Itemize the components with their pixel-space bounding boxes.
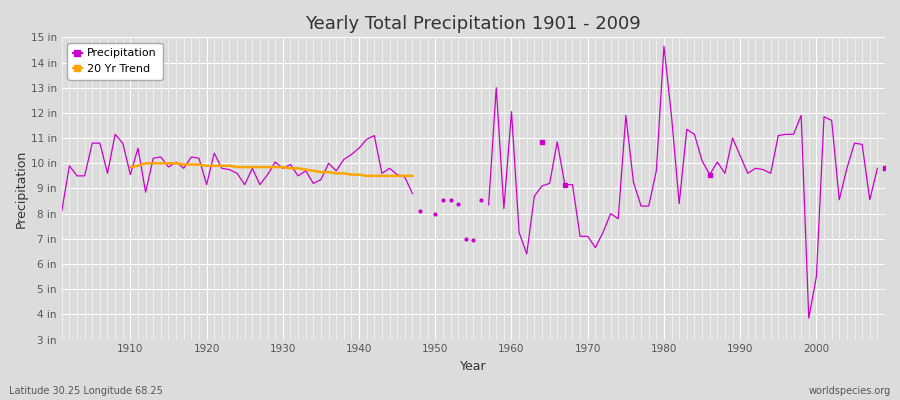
Text: worldspecies.org: worldspecies.org <box>809 386 891 396</box>
Title: Yearly Total Precipitation 1901 - 2009: Yearly Total Precipitation 1901 - 2009 <box>305 15 642 33</box>
Y-axis label: Precipitation: Precipitation <box>15 149 28 228</box>
Legend: Precipitation, 20 Yr Trend: Precipitation, 20 Yr Trend <box>68 43 163 80</box>
X-axis label: Year: Year <box>460 360 487 373</box>
Text: Latitude 30.25 Longitude 68.25: Latitude 30.25 Longitude 68.25 <box>9 386 163 396</box>
